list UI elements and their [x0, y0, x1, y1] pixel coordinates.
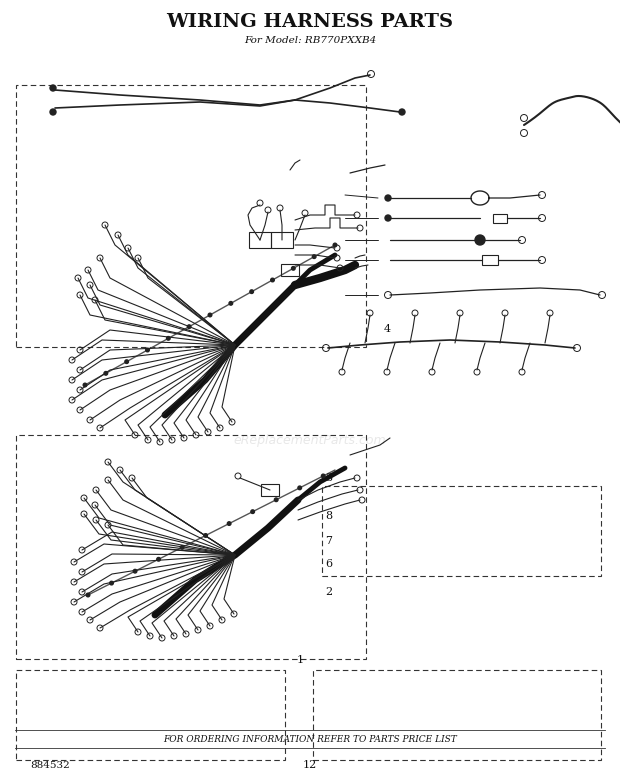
- Circle shape: [271, 278, 274, 281]
- Circle shape: [146, 348, 149, 352]
- Text: 8: 8: [325, 511, 332, 521]
- Circle shape: [167, 336, 170, 340]
- Text: 2: 2: [325, 587, 332, 597]
- Bar: [271, 232, 293, 248]
- Bar: [313, 670, 601, 760]
- Bar: [16, 435, 366, 659]
- Circle shape: [298, 486, 301, 490]
- Circle shape: [50, 109, 56, 115]
- Circle shape: [83, 383, 87, 387]
- Text: 12: 12: [303, 760, 317, 770]
- Circle shape: [204, 534, 208, 537]
- Circle shape: [385, 195, 391, 201]
- Circle shape: [312, 255, 316, 259]
- Circle shape: [50, 85, 56, 91]
- Bar: [281, 264, 299, 276]
- Circle shape: [291, 267, 295, 270]
- Bar: [249, 232, 271, 248]
- Text: 4: 4: [384, 325, 391, 334]
- Circle shape: [104, 372, 108, 375]
- Circle shape: [475, 235, 485, 245]
- Circle shape: [208, 313, 212, 317]
- Text: FOR ORDERING INFORMATION REFER TO PARTS PRICE LIST: FOR ORDERING INFORMATION REFER TO PARTS …: [163, 735, 457, 743]
- Circle shape: [250, 290, 254, 293]
- Circle shape: [110, 581, 113, 585]
- Bar: [16, 670, 285, 760]
- Text: 6: 6: [325, 560, 332, 569]
- Circle shape: [229, 302, 232, 305]
- Circle shape: [133, 569, 137, 573]
- Circle shape: [187, 325, 191, 328]
- Circle shape: [275, 498, 278, 502]
- Bar: [482, 255, 498, 265]
- Text: 1: 1: [297, 655, 304, 665]
- Circle shape: [251, 510, 254, 514]
- Circle shape: [399, 109, 405, 115]
- Bar: [493, 213, 507, 223]
- Circle shape: [385, 215, 391, 221]
- Text: eReplacementParts.com: eReplacementParts.com: [234, 434, 386, 447]
- Bar: [16, 85, 366, 347]
- Bar: [261, 484, 279, 496]
- Circle shape: [157, 557, 161, 561]
- Text: 3: 3: [325, 474, 332, 483]
- Circle shape: [180, 546, 184, 549]
- Bar: [322, 486, 601, 576]
- Text: WIRING HARNESS PARTS: WIRING HARNESS PARTS: [167, 13, 453, 31]
- Text: 7: 7: [325, 536, 332, 546]
- Circle shape: [125, 360, 128, 364]
- Text: For Model: RB770PXXB4: For Model: RB770PXXB4: [244, 35, 376, 45]
- Circle shape: [86, 593, 90, 597]
- Circle shape: [333, 243, 337, 247]
- Text: 884532: 884532: [30, 760, 70, 770]
- Circle shape: [228, 522, 231, 525]
- Circle shape: [321, 474, 325, 477]
